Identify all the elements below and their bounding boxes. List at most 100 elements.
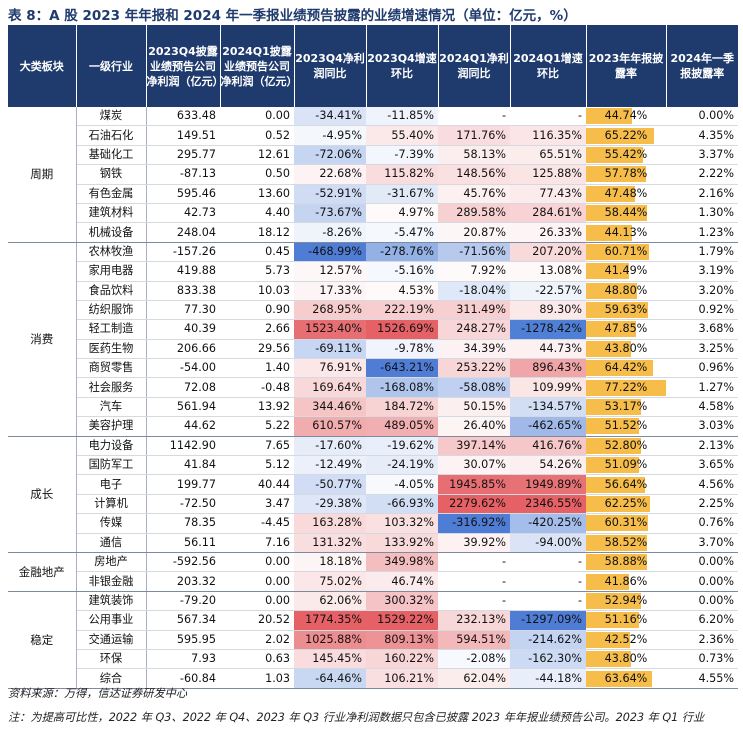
yoy-2023q4-cell: -8.26%	[294, 222, 366, 243]
profit-2024q1-cell: -4.45	[220, 513, 294, 534]
qoq-2023q4-cell: -31.67%	[366, 184, 438, 204]
disclosure-rate-value: 47.85%	[604, 322, 648, 336]
table-row: 美容护理 44.62 5.22 610.57% 489.05% 26.40% -462.65…	[8, 416, 738, 437]
profit-2023q4-cell: 42.73	[146, 203, 220, 224]
yoy-2023q4-cell: 131.32%	[294, 533, 366, 553]
yoy-2024q1-cell: -71.56%	[438, 242, 510, 263]
profit-2024q1-cell: 40.44	[220, 474, 294, 495]
table-row: 商贸零售 -54.00 1.40 76.91% -643.21% 253.22% 896.4…	[8, 358, 738, 379]
profit-2024q1-cell: 0.90	[220, 300, 294, 321]
disclosure-2023-cell: 52.94%	[586, 591, 666, 612]
header-cell: 2023年年报披露率	[585, 25, 666, 107]
yoy-2023q4-cell: 1523.40%	[294, 319, 366, 340]
profit-2023q4-cell: -54.00	[146, 358, 220, 379]
industry-cell: 汽车	[76, 397, 147, 418]
disclosure-2024q1-cell: 3.03%	[666, 416, 738, 437]
yoy-2024q1-cell: 34.39%	[438, 339, 510, 360]
disclosure-2024q1-cell: 3.20%	[666, 281, 738, 301]
table-row: 电子 199.77 40.44 -50.77% -4.05% 1945.85% 1949.8…	[8, 474, 738, 495]
yoy-2023q4-cell: -468.99%	[294, 242, 366, 263]
disclosure-rate-value: 51.52%	[604, 419, 648, 433]
yoy-2023q4-cell: -50.77%	[294, 474, 366, 495]
disclosure-rate-bar	[586, 496, 651, 512]
disclosure-rate-bar	[586, 476, 645, 493]
disclosure-rate-bar	[586, 515, 649, 532]
disclosure-rate-value: 52.80%	[604, 438, 648, 452]
industry-cell: 环保	[76, 649, 147, 670]
disclosure-rate-bar	[586, 437, 641, 454]
disclosure-rate-bar	[586, 108, 633, 125]
yoy-2024q1-cell: 58.13%	[438, 145, 510, 166]
qoq-2023q4-cell: 106.21%	[366, 668, 438, 689]
industry-cell: 钢铁	[76, 164, 147, 185]
disclosure-2023-cell: 58.44%	[586, 203, 666, 224]
disclosure-2023-cell: 58.52%	[586, 533, 666, 553]
qoq-2024q1-cell: -1297.09%	[510, 610, 586, 631]
disclosure-2024q1-cell: 0.00%	[666, 107, 738, 127]
profit-2024q1-cell: 7.16	[220, 533, 294, 553]
disclosure-2023-cell: 51.52%	[586, 416, 666, 437]
header-cell: 2023Q4增速环比	[365, 25, 438, 107]
industry-cell: 非银金融	[76, 571, 147, 592]
qoq-2023q4-cell: 4.97%	[366, 203, 438, 224]
disclosure-2024q1-cell: 2.36%	[666, 630, 738, 650]
disclosure-2024q1-cell: 2.25%	[666, 494, 738, 515]
disclosure-rate-bar	[586, 185, 636, 202]
disclosure-2023-cell: 43.80%	[586, 649, 666, 670]
qoq-2024q1-cell: 109.99%	[510, 377, 586, 398]
qoq-2023q4-cell: 349.98%	[366, 552, 438, 573]
qoq-2024q1-cell: 207.20%	[510, 242, 586, 263]
table-row: 交通运输 595.95 2.02 1025.88% 809.13% 594.51% -214…	[8, 630, 738, 650]
disclosure-2023-cell: 42.52%	[586, 630, 666, 650]
profit-2023q4-cell: 595.95	[146, 630, 220, 650]
table-body: 周期 煤炭 633.48 0.00 -34.41% -11.85% - -44.74% 0.00…	[8, 107, 738, 689]
table-row: 基础化工 295.77 12.61 -72.06% -7.39% 58.13% 65.51%…	[8, 145, 738, 166]
profit-2023q4-cell: 633.48	[146, 107, 220, 127]
qoq-2023q4-cell: 133.92%	[366, 533, 438, 553]
yoy-2024q1-cell: 311.49%	[438, 300, 510, 321]
profit-2024q1-cell: 0.63	[220, 649, 294, 670]
table-row: 传媒 78.35 -4.45 163.28% 103.32% -316.92% -420.2…	[8, 513, 738, 534]
profit-2023q4-cell: 7.93	[146, 649, 220, 670]
yoy-2023q4-cell: 145.45%	[294, 649, 366, 670]
profit-2023q4-cell: 41.84	[146, 455, 220, 476]
yoy-2023q4-cell: -34.41%	[294, 107, 366, 127]
industry-cell: 食品饮料	[76, 281, 147, 301]
sector-group-cell: 稳定	[8, 591, 77, 689]
profit-2023q4-cell: 149.51	[146, 125, 220, 146]
profit-2023q4-cell: 1142.90	[146, 436, 220, 457]
yoy-2024q1-cell: -	[438, 107, 510, 127]
industry-cell: 计算机	[76, 494, 147, 515]
yoy-2023q4-cell: -12.49%	[294, 455, 366, 476]
industry-cell: 国防军工	[76, 455, 147, 476]
disclosure-rate-value: 55.42%	[604, 147, 648, 161]
qoq-2023q4-cell: 1526.69%	[366, 319, 438, 340]
header-cell: 一级行业	[75, 25, 146, 107]
sector-group-cell: 消费	[8, 242, 77, 437]
profit-2023q4-cell: -157.26	[146, 242, 220, 263]
qoq-2023q4-cell: 115.82%	[366, 164, 438, 185]
qoq-2023q4-cell: -4.05%	[366, 474, 438, 495]
disclosure-2024q1-cell: 6.20%	[666, 610, 738, 631]
disclosure-2023-cell: 51.16%	[586, 610, 666, 631]
profit-2023q4-cell: 248.04	[146, 222, 220, 243]
table-row: 石油石化 149.51 0.52 -4.95% 55.40% 171.76% 116.35%…	[8, 125, 738, 146]
profit-2023q4-cell: 203.32	[146, 571, 220, 592]
disclosure-2023-cell: 44.13%	[586, 222, 666, 243]
profit-2023q4-cell: 567.34	[146, 610, 220, 631]
profit-2024q1-cell: 0.45	[220, 242, 294, 263]
disclosure-2024q1-cell: 0.00%	[666, 571, 738, 592]
profit-2023q4-cell: 40.39	[146, 319, 220, 340]
qoq-2024q1-cell: 89.30%	[510, 300, 586, 321]
table-row: 综合 -60.84 1.03 -64.46% 106.21% 62.04% -44.18% 6…	[8, 668, 738, 689]
disclosure-2024q1-cell: 3.65%	[666, 455, 738, 476]
header-cell: 2024Q1增速环比	[509, 25, 586, 107]
qoq-2023q4-cell: 4.53%	[366, 281, 438, 301]
disclosure-rate-value: 44.74%	[604, 109, 648, 123]
industry-cell: 电子	[76, 474, 147, 495]
qoq-2024q1-cell: -162.30%	[510, 649, 586, 670]
profit-2023q4-cell: 206.66	[146, 339, 220, 360]
disclosure-2024q1-cell: 1.27%	[666, 377, 738, 398]
qoq-2024q1-cell: -	[510, 591, 586, 612]
profit-2024q1-cell: 1.40	[220, 358, 294, 379]
